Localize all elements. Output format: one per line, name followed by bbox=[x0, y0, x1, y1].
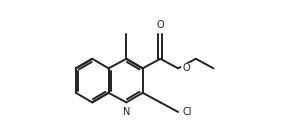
Text: N: N bbox=[123, 107, 130, 117]
Text: Cl: Cl bbox=[182, 107, 192, 117]
Text: O: O bbox=[156, 20, 164, 30]
Text: O: O bbox=[182, 63, 190, 73]
